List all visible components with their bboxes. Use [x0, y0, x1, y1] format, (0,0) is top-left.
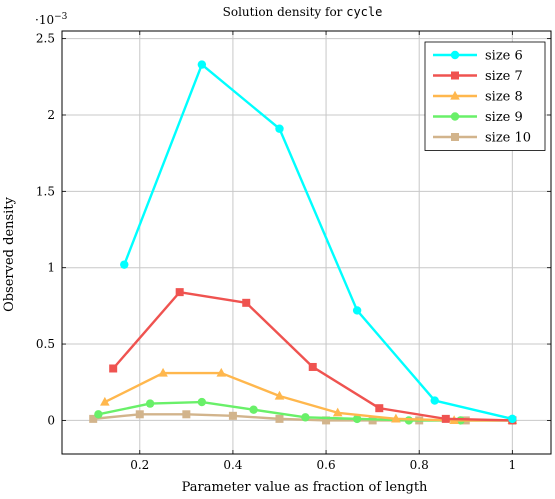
x-axis-label: Parameter value as fraction of length	[182, 480, 428, 495]
chart-title-code: cycle	[346, 5, 382, 19]
series-0-point-0	[120, 260, 129, 269]
chart-title-prefix: Solution density for	[223, 5, 347, 19]
legend-swatch-marker-1	[451, 71, 459, 80]
series-4-point-1	[135, 410, 144, 419]
series-0-point-1	[197, 60, 207, 69]
series-1-point-4	[375, 404, 384, 413]
legend-label-4: size 10	[485, 131, 531, 146]
series	[89, 60, 518, 425]
legend-swatch-marker-4	[451, 133, 459, 141]
y-tick-label-5: 2.5	[36, 32, 55, 46]
y-tick-label-2: 1	[47, 261, 55, 275]
legend-item-0: size 6	[433, 49, 523, 64]
series-1-point-1	[175, 288, 184, 297]
series-4-point-4	[275, 414, 284, 423]
series-2-point-0	[100, 396, 110, 406]
legend-item-3: size 9	[433, 110, 523, 125]
legend-label-2: size 8	[485, 90, 523, 105]
axis-ticks: 0.2 0.4 0.6 0.8 1 0 0.5 1 1.5 2 2.5	[36, 31, 551, 472]
legend-label-3: size 9	[485, 110, 523, 125]
series-4-point-2	[182, 410, 191, 419]
legend-swatch-marker-3	[450, 112, 460, 121]
legend-item-4: size 10	[433, 131, 531, 146]
series-3-point-0	[94, 410, 103, 419]
series-0-point-4	[430, 396, 439, 405]
series-2-point-2	[216, 367, 227, 377]
series-3-point-5	[352, 414, 362, 424]
series-4-point-3	[228, 411, 237, 420]
x-tick-label-3: 0.8	[410, 458, 429, 472]
y-axis-label: Observed density	[2, 196, 17, 311]
series-line-1	[112, 290, 513, 422]
series-0-point-3	[352, 306, 362, 315]
series-3-point-4	[301, 413, 310, 422]
series-4-point-5	[322, 416, 331, 425]
y-tick-label-3: 1.5	[36, 184, 55, 198]
series-3-point-3	[249, 405, 258, 414]
legend-swatch-marker-2	[450, 90, 460, 100]
y-tick-label-1: 0.5	[36, 337, 55, 351]
series-1-point-5	[441, 414, 450, 423]
chart-title: Solution density for cycle	[223, 5, 383, 19]
y-tick-label-0: 0	[47, 413, 55, 427]
legend-label-1: size 7	[485, 69, 523, 84]
series-1-point-2	[242, 298, 251, 307]
legend: size 6 size 7 size 8 size 9 size 10	[424, 41, 546, 151]
plot-frame	[61, 30, 552, 455]
series-3-point-1	[145, 399, 155, 408]
x-tick-label-1: 0.4	[223, 458, 242, 472]
y-scale-base: ·10	[35, 13, 54, 27]
series-3-point-2	[197, 397, 207, 407]
x-tick-label-0: 0.2	[130, 458, 149, 472]
series-2-point-4	[332, 407, 343, 417]
series-2-point-1	[158, 367, 168, 377]
y-scale-exponent: −3	[54, 12, 68, 22]
series-0-point-2	[275, 124, 284, 133]
x-tick-label-2: 0.6	[317, 458, 336, 472]
legend-item-2: size 8	[433, 90, 523, 105]
legend-swatch-marker-0	[450, 50, 460, 60]
series-1-point-3	[308, 362, 317, 371]
series-2-point-5	[391, 413, 401, 423]
legend-item-1: size 7	[433, 69, 523, 84]
series-line-0	[123, 63, 513, 421]
series-0-point-5	[508, 414, 517, 424]
x-tick-label-4: 1	[509, 458, 517, 472]
legend-label-0: size 6	[485, 49, 523, 64]
series-2-point-3	[274, 390, 285, 400]
series-4-point-0	[89, 414, 98, 423]
series-1-point-0	[109, 364, 118, 373]
series-0	[120, 60, 517, 424]
y-scale-note: ·10−3	[35, 12, 68, 27]
y-tick-label-4: 2	[47, 108, 55, 122]
